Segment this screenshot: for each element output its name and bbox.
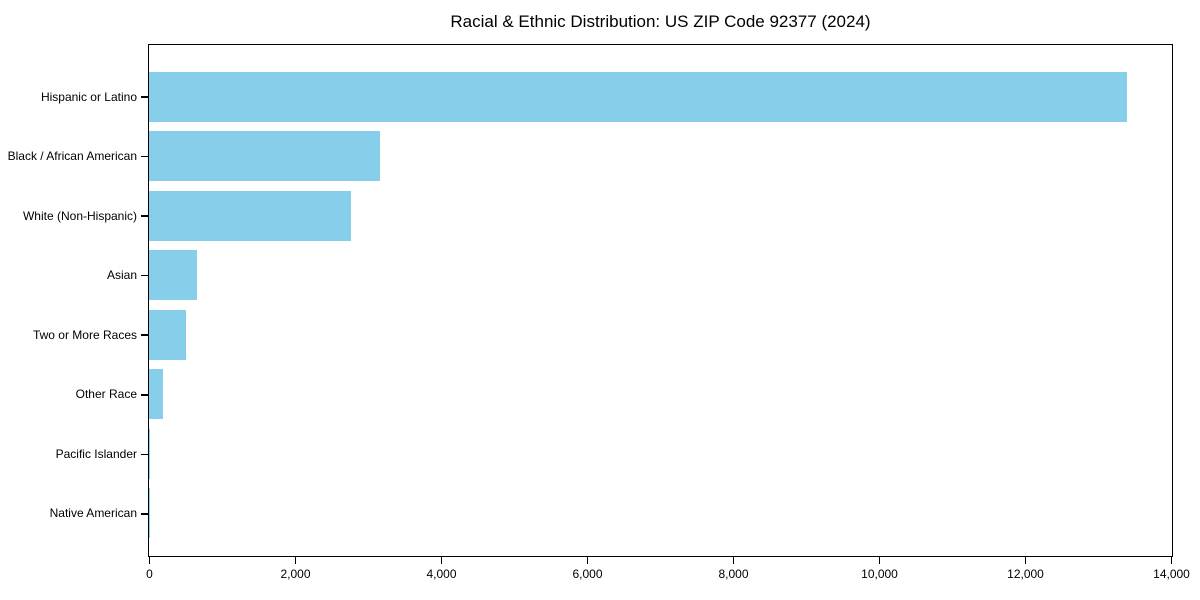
x-tick-label: 2,000 [280,567,311,581]
x-tick-label: 6,000 [572,567,603,581]
bar-6 [149,428,151,479]
bar-0 [149,71,1128,122]
x-axis-tick [148,557,151,564]
y-axis-tick [141,394,148,396]
y-axis-tick [141,453,148,456]
x-axis-tick [1170,557,1173,564]
y-axis-tick [141,215,148,217]
bar-5 [149,369,163,420]
x-axis-tick [878,557,881,564]
y-tick-label: Hispanic or Latino [40,89,137,104]
y-tick-label: Other Race [75,387,137,402]
bar-4 [149,309,186,360]
x-tick-label: 0 [146,567,153,581]
x-axis-tick [586,557,589,564]
x-tick-label: 8,000 [718,567,749,581]
plot-area [148,44,1173,557]
x-axis-tick [1024,557,1027,564]
x-tick-label: 4,000 [426,567,457,581]
bar-1 [149,131,380,182]
y-axis-tick [141,155,148,158]
chart-title: Racial & Ethnic Distribution: US ZIP Cod… [450,12,871,31]
x-axis-tick [732,557,735,564]
x-axis-tick [440,557,443,564]
y-tick-label: Two or More Races [32,327,137,342]
y-tick-label: Native American [49,506,137,521]
x-tick-label: 10,000 [861,567,898,581]
bar-2 [149,190,352,241]
y-tick-label: Black / African American [7,149,137,164]
y-axis-tick [141,96,148,98]
x-tick-label: 14,000 [1153,567,1190,581]
y-tick-label: White (Non-Hispanic) [22,208,137,223]
y-axis-tick [141,274,148,277]
x-axis-tick [294,557,297,564]
y-axis-tick [141,513,148,515]
x-tick-label: 12,000 [1007,567,1044,581]
bar-3 [149,250,198,301]
y-axis-tick [141,334,148,336]
y-tick-label: Asian [106,268,137,283]
y-tick-label: Pacific Islander [55,446,137,461]
